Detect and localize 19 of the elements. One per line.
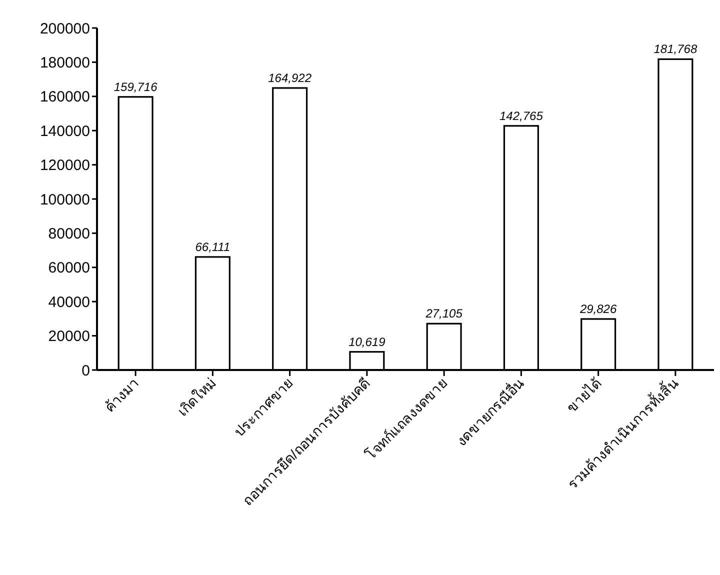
y-tick-label: 120000	[40, 157, 90, 174]
y-tick-label: 80000	[48, 225, 90, 242]
data-label: 10,619	[348, 334, 386, 349]
y-tick-label: 200000	[40, 20, 90, 38]
y-tick-label: 140000	[40, 122, 90, 140]
data-label: 27,105	[424, 306, 463, 321]
data-label: 181,768	[654, 42, 698, 56]
y-tick-label: 60000	[48, 260, 90, 277]
y-tick-label: 100000	[40, 191, 90, 208]
data-label: 159,716	[114, 80, 158, 94]
data-label: 66,111	[195, 240, 230, 254]
data-label: 164,922	[268, 70, 312, 85]
y-tick-label: 0	[82, 362, 90, 380]
y-tick-label: 40000	[48, 294, 90, 311]
data-label: 29,826	[578, 302, 617, 316]
y-tick-label: 160000	[40, 88, 90, 106]
y-tick-label: 20000	[48, 328, 90, 346]
data-label: 142,765	[499, 108, 544, 123]
y-tick-label: 180000	[40, 54, 90, 72]
